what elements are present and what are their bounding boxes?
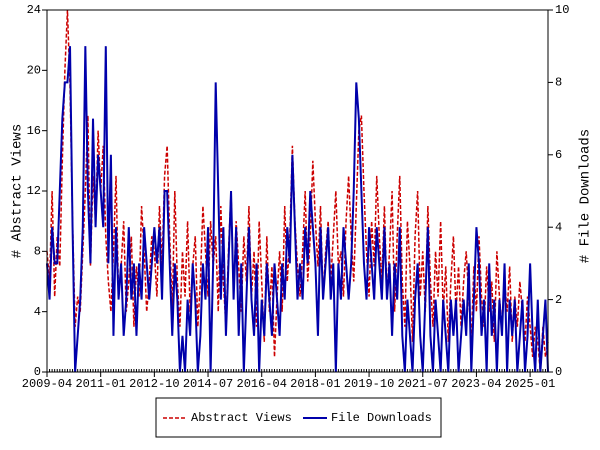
y2-tick-label: 8 [555,76,562,90]
y2-tick-label: 2 [555,293,562,307]
x-tick-label: 2012-10 [129,377,179,391]
y2-tick-label: 10 [555,3,569,17]
y2-tick-label: 4 [555,220,562,234]
y-tick-label: 0 [34,365,41,379]
y-tick-label: 8 [34,245,41,259]
y2-axis-title: # File Downloads [578,129,594,263]
y2-tick-label: 0 [555,365,562,379]
x-tick-label: 2019-10 [344,377,394,391]
legend-box [155,397,442,438]
series-line [46,46,549,373]
x-tick-label: 2014-07 [183,377,233,391]
y2-tick-label: 6 [555,148,562,162]
y-tick-label: 16 [27,124,41,138]
x-tick-label: 2018-01 [290,377,340,391]
y-tick-label: 4 [34,305,41,319]
x-tick-label: 2025-01 [505,377,555,391]
y-axis-title: # Abstract Views [10,124,26,258]
legend-label: Abstract Views [191,411,292,425]
y-tick-label: 20 [27,64,41,78]
y-tick-label: 24 [27,3,41,17]
x-tick-label: 2011-01 [75,377,125,391]
x-tick-label: 2016-04 [237,377,287,391]
y-tick-label: 12 [27,184,41,198]
x-tick-label: 2023-04 [451,377,501,391]
legend-label: File Downloads [331,411,432,425]
x-tick-label: 2009-04 [22,377,72,391]
x-tick-label: 2021-07 [398,377,448,391]
plot-frame [46,9,549,373]
